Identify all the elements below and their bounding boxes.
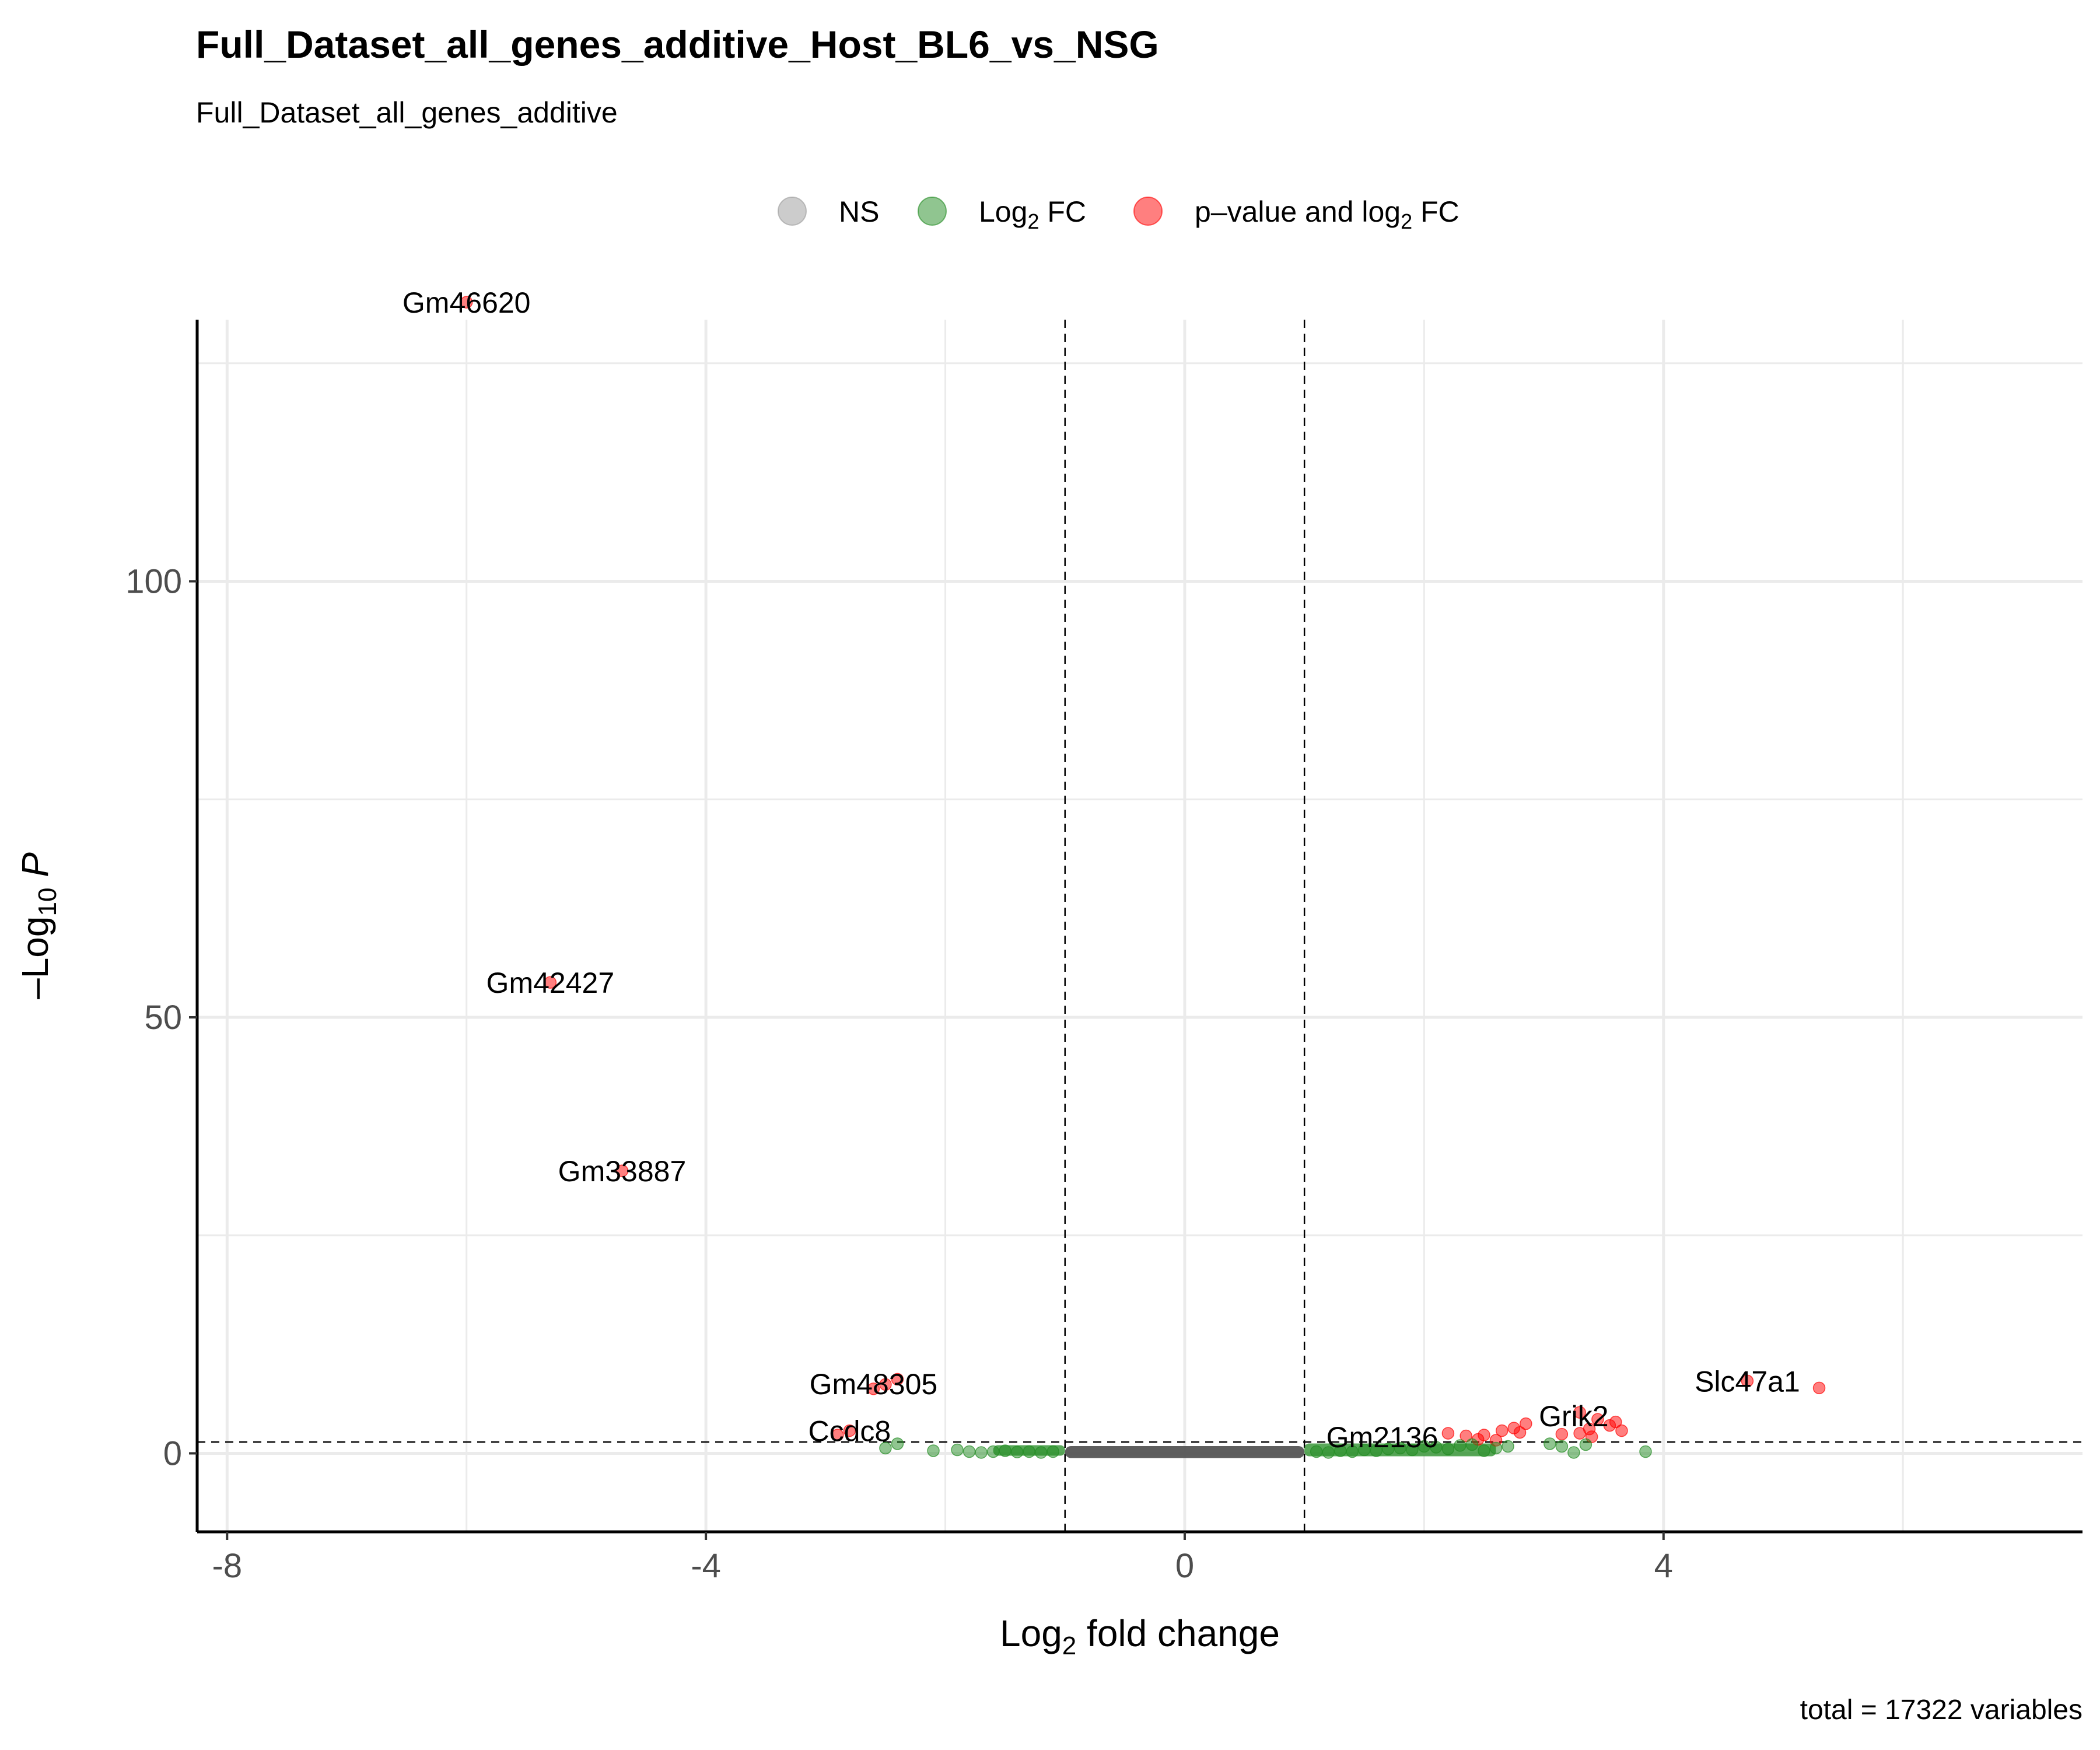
point-fc [1489, 1441, 1503, 1455]
gene-label: Gm33887 [558, 1155, 687, 1188]
point-fc [1544, 1437, 1556, 1450]
legend-swatch-both [1133, 197, 1163, 226]
point-both [891, 1373, 904, 1386]
gene-label: Grik2 [1539, 1400, 1608, 1433]
point-fc [986, 1445, 1000, 1458]
point-both [867, 1382, 880, 1395]
chart-title: Full_Dataset_all_genes_additive_Host_BL6… [196, 23, 1159, 66]
point-fc [1567, 1446, 1580, 1459]
point-both [615, 1164, 629, 1177]
point-fc [1046, 1445, 1059, 1458]
point-fc [1370, 1444, 1383, 1457]
point-fc [975, 1446, 988, 1459]
legend: NS Log2 FC p–value and log2 FC [778, 195, 1460, 233]
legend-item-ns: NS [778, 195, 879, 228]
point-both [1615, 1424, 1628, 1437]
legend-swatch-ns [778, 197, 807, 226]
legend-label-ns: NS [839, 195, 879, 228]
grid-lines [197, 320, 2082, 1532]
point-fc [879, 1441, 892, 1455]
legend-label-both: p–value and log2 FC [1195, 195, 1460, 233]
point-fc [1023, 1445, 1035, 1458]
point-fc [1322, 1446, 1335, 1459]
point-both [1573, 1427, 1586, 1440]
point-fc [1555, 1440, 1569, 1453]
point-both [1520, 1417, 1532, 1430]
gene-label: Ccdc8 [808, 1415, 891, 1448]
gene-label: Slc47a1 [1695, 1365, 1800, 1398]
axis-titles: Log2 fold change –Log10 P [14, 852, 1280, 1660]
gene-labels: Gm46620 Gm42427 Gm33887 Gm48305 Ccdc8 Gm2136 G… [402, 286, 1800, 1454]
point-fc [1430, 1441, 1443, 1454]
chart-subtitle: Full_Dataset_all_genes_additive [196, 96, 618, 129]
point-both [544, 976, 557, 989]
axes [195, 320, 2082, 1534]
point-both [1441, 1427, 1455, 1440]
point-fc [1034, 1446, 1048, 1459]
point-fc [1010, 1446, 1024, 1458]
legend-swatch-fc [918, 197, 947, 226]
point-fc [1310, 1445, 1323, 1458]
point-fc [963, 1445, 976, 1458]
x-tick-label: -8 [212, 1547, 243, 1585]
point-both [1513, 1426, 1527, 1439]
point-both [843, 1424, 856, 1437]
x-tick-label: 4 [1654, 1547, 1673, 1585]
point-both [1460, 1429, 1472, 1443]
point-both [1495, 1424, 1508, 1437]
point-fc [999, 1444, 1012, 1457]
point-both [1591, 1413, 1604, 1426]
x-axis-title: Log2 fold change [1000, 1612, 1280, 1660]
legend-label-fc: Log2 FC [979, 195, 1086, 233]
point-fc [1579, 1438, 1592, 1451]
x-tick-label: -4 [691, 1547, 721, 1585]
gene-label: Gm46620 [402, 286, 531, 319]
point-both [1603, 1419, 1616, 1432]
gene-label: Gm48305 [810, 1368, 938, 1401]
point-both [1741, 1374, 1754, 1388]
point-both [831, 1429, 844, 1441]
point-fc [891, 1437, 904, 1450]
x-tick-label: 0 [1175, 1547, 1194, 1585]
point-fc [1346, 1445, 1359, 1458]
point-both [1555, 1427, 1569, 1441]
ns-points-cloud [1065, 1446, 1305, 1458]
cutoff-lines [197, 320, 2082, 1532]
point-fc [1454, 1439, 1466, 1452]
chart-caption: total = 17322 variables [1800, 1695, 2082, 1726]
point-both [460, 296, 473, 309]
legend-item-fc: Log2 FC [918, 195, 1086, 233]
point-fc [1502, 1440, 1514, 1453]
point-fc [1441, 1443, 1455, 1455]
point-fc [927, 1444, 940, 1457]
y-tick-label: 100 [125, 562, 182, 600]
point-fc [1465, 1438, 1479, 1451]
point-both [1812, 1381, 1826, 1395]
point-fc [951, 1443, 964, 1457]
point-fc [1478, 1444, 1490, 1457]
point-fc [1406, 1443, 1419, 1457]
gene-label: Gm2136 [1326, 1421, 1438, 1454]
y-tick-label: 0 [163, 1434, 182, 1472]
gene-label: Gm42427 [487, 967, 615, 999]
point-fc [1394, 1441, 1407, 1455]
y-axis-title: –Log10 P [14, 852, 62, 999]
tick-labels: -8 -4 0 4 0 50 100 [125, 562, 1673, 1585]
y-tick-label: 50 [144, 999, 182, 1037]
point-both [879, 1378, 892, 1391]
legend-item-both: p–value and log2 FC [1133, 195, 1460, 233]
data-points [460, 296, 1826, 1459]
point-both [1573, 1406, 1586, 1419]
point-fc [1639, 1445, 1652, 1458]
